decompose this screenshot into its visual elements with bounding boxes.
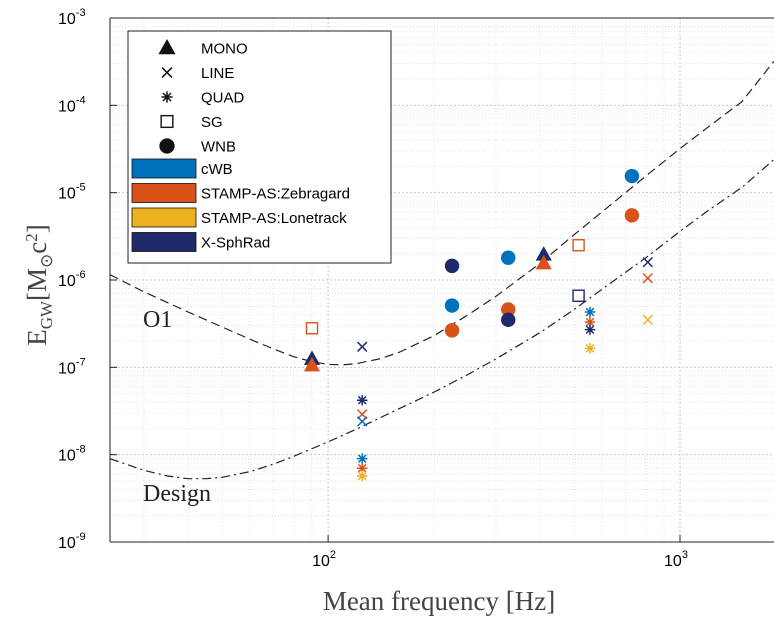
data-point-circle xyxy=(624,208,640,223)
y-tick-label: 10-9 xyxy=(58,531,86,552)
data-point-x xyxy=(356,416,368,427)
data-point-circle xyxy=(444,323,460,338)
legend: MONO LINE QUAD SG WNB cWB STAMP-AS:Zebragard ST… xyxy=(127,30,392,264)
data-point-asterisk xyxy=(584,343,596,354)
y-tick-label: 10-7 xyxy=(58,356,86,377)
data-point-circle xyxy=(624,168,640,184)
data-point-triangle xyxy=(535,254,552,270)
legend-marker-circle xyxy=(159,138,175,154)
legend-label: MONO xyxy=(201,41,248,58)
legend-marker-asterisk xyxy=(161,91,173,103)
y-tick-label: 10-4 xyxy=(58,94,86,115)
data-points xyxy=(303,168,653,482)
x-axis-title: Mean frequency [Hz] xyxy=(323,586,555,616)
data-point-triangle xyxy=(535,246,552,261)
legend-marker-triangle xyxy=(158,39,176,55)
legend-swatch xyxy=(131,158,197,179)
data-point-x xyxy=(642,272,653,284)
data-point-x xyxy=(642,256,653,268)
data-point-circle xyxy=(500,312,516,328)
y-tick-labels: 10-9 10-8 10-7 10-6 10-5 10-4 10-3 xyxy=(58,7,86,552)
data-point-asterisk xyxy=(356,462,368,474)
axes xyxy=(109,17,774,543)
x-tick-label: 103 xyxy=(664,549,688,570)
data-point-circle xyxy=(444,298,460,313)
legend-swatch xyxy=(131,207,197,228)
data-point-asterisk xyxy=(584,316,596,328)
legend-swatch xyxy=(131,232,197,252)
data-point-square xyxy=(305,322,319,335)
y-tick-label: 10-5 xyxy=(58,182,86,203)
reference-curves xyxy=(109,60,774,480)
legend-label: STAMP-AS:Zebragard xyxy=(201,186,350,203)
legend-label: QUAD xyxy=(201,90,245,107)
legend-label: cWB xyxy=(201,161,233,178)
x-tick-labels: 102 103 xyxy=(312,549,688,570)
legend-label: LINE xyxy=(201,65,234,82)
data-point-circle xyxy=(500,250,516,265)
y-axis-title-text: EGW[M⊙c2] xyxy=(22,224,56,346)
legend-swatch xyxy=(131,183,197,203)
data-point-asterisk xyxy=(356,453,368,464)
y-tick-label: 10-6 xyxy=(58,269,86,290)
legend-label: SG xyxy=(201,114,223,131)
data-point-asterisk xyxy=(584,324,596,335)
legend-marker-x xyxy=(161,67,173,78)
legend-marker-square xyxy=(160,114,174,129)
curve-design xyxy=(109,159,774,480)
data-point-square xyxy=(572,239,585,252)
data-point-square xyxy=(572,289,585,302)
y-tick-label: 10-3 xyxy=(58,7,86,28)
curve-o1 xyxy=(109,60,774,366)
legend-label: X-SphRad xyxy=(201,235,270,252)
data-point-circle xyxy=(444,258,460,274)
y-tick-label: 10-8 xyxy=(58,444,86,465)
data-point-asterisk xyxy=(356,470,368,482)
data-point-triangle xyxy=(303,356,321,372)
curve-labels: O1 Design xyxy=(143,307,211,507)
data-point-x xyxy=(642,314,653,326)
y-axis-title: EGW[M⊙c2] xyxy=(22,224,56,346)
legend-label: WNB xyxy=(201,139,236,156)
data-point-asterisk xyxy=(356,394,368,406)
x-tick-label: 102 xyxy=(312,549,336,570)
legend-label: STAMP-AS:Lonetrack xyxy=(201,210,347,227)
data-point-x xyxy=(356,341,368,352)
data-point-asterisk xyxy=(584,306,596,318)
curve-label-o1: O1 xyxy=(143,307,172,333)
data-point-circle xyxy=(500,302,516,317)
curve-label-design: Design xyxy=(143,481,211,507)
